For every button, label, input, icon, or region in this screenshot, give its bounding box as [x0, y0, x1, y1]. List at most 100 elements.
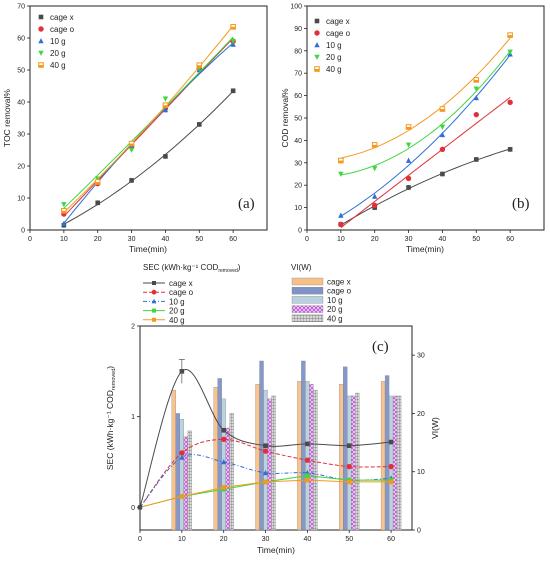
panel-c-sec-legend-title: SEC (kWh·kg⁻¹ CODremoved): [143, 263, 241, 274]
panel-a-ylabel: TOC removal%: [2, 89, 12, 147]
sec-point: [179, 494, 185, 499]
legend-marker: [314, 42, 320, 48]
legend-label: 10 g: [326, 41, 342, 50]
vi-legend-swatch: [291, 287, 324, 295]
panel-c: SEC (kWh·kg⁻¹ CODremoved) VI(W) Time(min…: [105, 263, 440, 555]
panel-c-xlabel: Time(min): [257, 545, 295, 555]
data-point-fill: [196, 65, 202, 68]
sec-point: [305, 477, 310, 483]
data-point: [440, 171, 445, 177]
panel-b-ylabel: COD removal%: [280, 88, 290, 147]
panel-a-xlabel: Time(min): [129, 244, 167, 254]
vi-bar-cage-x: [297, 381, 302, 531]
sec-point: [262, 448, 269, 454]
vi-bar-20-g: [309, 384, 314, 531]
data-point: [196, 122, 202, 127]
fit-line-cage-x: [340, 148, 511, 226]
x-tick-label: 20: [94, 236, 102, 243]
legend-label: cage o: [326, 29, 351, 38]
legend-marker-fill: [38, 65, 44, 68]
vi-bar-cage-o: [301, 360, 306, 531]
data-point: [507, 147, 513, 152]
sec-legend-marker: [152, 308, 156, 313]
panel-a-label: (a): [238, 196, 255, 212]
y-right-tick-label: 0: [417, 528, 421, 535]
sec-point: [388, 479, 394, 485]
panel-b: COD removal% Time(min) (b) 0 10 20 30 40 50 60…: [280, 4, 545, 254]
data-point: [61, 208, 67, 214]
data-point: [230, 24, 236, 30]
sec-legend-marker: [152, 317, 156, 322]
y-tick-label: 100: [290, 4, 302, 11]
data-point-fill: [95, 182, 101, 185]
fit-line-10-g: [340, 54, 511, 217]
sec-legend-label: cage o: [169, 288, 194, 297]
vi-bar-40-g: [187, 430, 192, 531]
vi-bar-cage-x: [380, 381, 386, 531]
y-tick-label: 80: [294, 48, 302, 55]
data-point-fill: [406, 126, 411, 130]
panel-a-plot: 0 10 20 30 40 50 60 0 10 20 30 40 50 60 70 cage x cage o…: [17, 4, 237, 244]
data-point-fill: [473, 79, 479, 83]
vi-legend-swatch: [291, 314, 324, 322]
sec-point: [221, 427, 226, 433]
panel-c-label: (c): [372, 339, 389, 355]
sec-legend-label: 10 g: [169, 297, 185, 306]
panel-c-ylabel-left: SEC (kWh·kg⁻¹ CODremoved): [105, 366, 117, 470]
panel-a: TOC removal% Time(min) (a) 0 10 20 30 40 50 60…: [2, 4, 268, 254]
y-tick-label: 30: [294, 160, 302, 167]
x-tick-label: 60: [387, 536, 395, 543]
data-point: [230, 38, 236, 45]
y-tick-label: 50: [294, 116, 302, 123]
fit-line-cage-o: [63, 37, 234, 217]
vi-bar-10-g: [221, 398, 226, 531]
panel-c-ylabel-right: VI(W): [430, 417, 440, 439]
vi-bar-40-g: [396, 395, 402, 531]
fit-line-cage-x: [63, 90, 234, 225]
x-tick-label: 10: [178, 536, 186, 543]
vi-bar-20-g: [392, 395, 398, 531]
sec-point: [305, 441, 310, 447]
data-point: [338, 221, 344, 228]
data-point: [95, 200, 101, 206]
y-tick-label: 30: [17, 132, 25, 139]
vi-bar-cage-x: [171, 389, 176, 531]
y-left-tick-label: 0: [131, 505, 135, 512]
vi-legend-label: cage x: [327, 278, 351, 287]
vi-bar-20-g: [267, 398, 272, 531]
legend-marker: [314, 54, 320, 60]
data-point: [162, 102, 169, 109]
data-point: [162, 96, 169, 102]
legend-marker: [314, 18, 320, 24]
data-point: [405, 124, 412, 130]
x-tick-label: 10: [60, 236, 68, 243]
y-tick-label: 70: [17, 4, 25, 11]
x-tick-label: 0: [138, 536, 142, 543]
data-point: [129, 178, 134, 183]
vi-bar-10-g: [179, 419, 184, 531]
x-tick-label: 0: [305, 236, 309, 243]
sec-origin-point: [137, 505, 143, 510]
vi-bar-cage-o: [384, 375, 390, 531]
sec-legend-label: 40 g: [169, 316, 185, 325]
y-left-tick-label: 1: [131, 414, 135, 421]
vi-bar-10-g: [347, 395, 352, 531]
sec-legend-marker: [151, 289, 157, 295]
data-point: [406, 185, 411, 190]
data-point: [372, 202, 378, 209]
sec-point: [304, 457, 311, 463]
data-point-fill: [372, 144, 378, 148]
data-point: [338, 212, 344, 218]
y-tick-label: 50: [17, 68, 25, 75]
vi-legend-label: 40 g: [327, 314, 343, 323]
x-tick-label: 40: [303, 536, 311, 543]
fit-line-40-g: [63, 25, 234, 213]
y-tick-label: 10: [294, 205, 302, 212]
fit-line-40-g: [340, 37, 511, 159]
data-point-fill: [440, 109, 445, 112]
data-point: [61, 202, 67, 208]
panel-a-frame: [29, 5, 268, 231]
vi-bar-40-g: [229, 413, 234, 531]
data-point-fill: [129, 143, 134, 146]
